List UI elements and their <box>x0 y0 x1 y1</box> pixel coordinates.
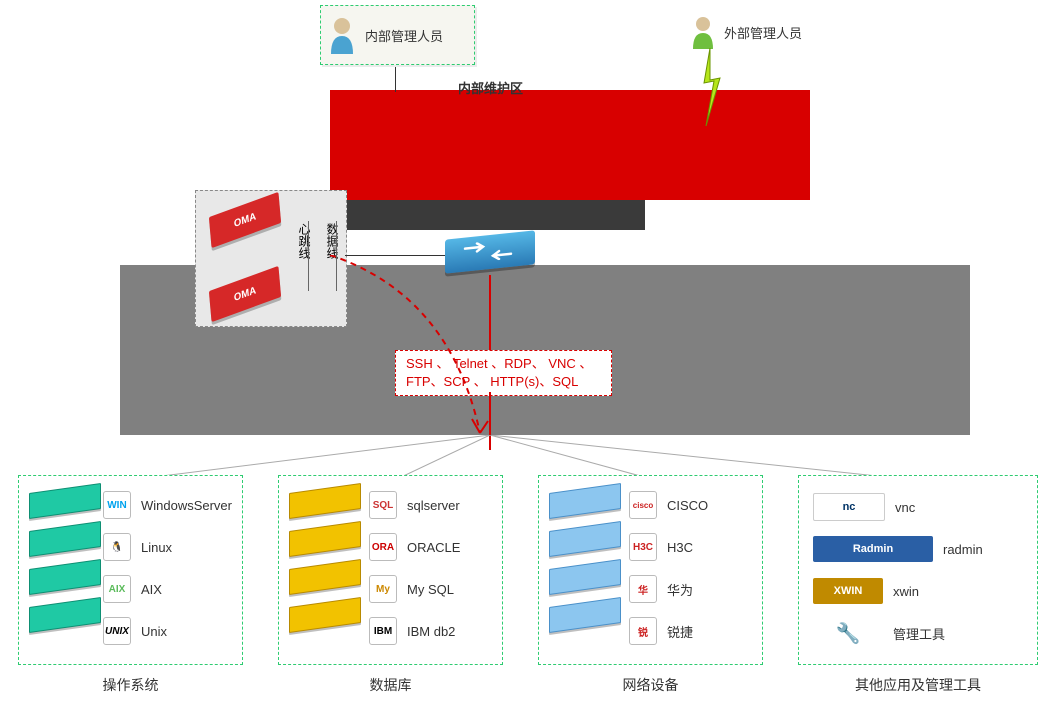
list-item: ncvnc <box>813 490 1023 524</box>
ruijie-icon: 锐 <box>629 617 657 645</box>
category-db-title: 数据库 <box>278 675 503 695</box>
heartbeat-label: 心跳线 <box>296 223 313 259</box>
oma-device-icon: OMA <box>209 192 281 248</box>
category-os: WINWindowsServer 🐧Linux AIXAIX UNIXUnix <box>18 475 243 665</box>
dark-strip <box>330 200 645 230</box>
unix-icon: UNIX <box>103 617 131 645</box>
category-apps-title: 其他应用及管理工具 <box>798 675 1038 695</box>
category-apps: ncvnc Radminradmin XWINxwin 🔧管理工具 <box>798 475 1038 665</box>
list-item: 🐧Linux <box>103 530 232 564</box>
mysql-icon: My <box>369 575 397 603</box>
list-item: Radminradmin <box>813 532 1023 566</box>
list-item: 锐锐捷 <box>629 614 752 648</box>
internal-zone-label: 内部维护区 <box>458 78 523 97</box>
db-list: SQLsqlserver ORAORACLE MyMy SQL IBMIBM d… <box>369 488 492 656</box>
list-item: ciscoCISCO <box>629 488 752 522</box>
list-item: IBMIBM db2 <box>369 614 492 648</box>
aix-icon: AIX <box>103 575 131 603</box>
linux-icon: 🐧 <box>103 533 131 561</box>
xwin-logo-icon: XWIN <box>813 578 883 604</box>
oracle-icon: ORA <box>369 533 397 561</box>
server-stack-icon <box>29 488 103 638</box>
external-admin: 外部管理人员 <box>690 15 802 49</box>
category-db: SQLsqlserver ORAORACLE MyMy SQL IBMIBM d… <box>278 475 503 665</box>
external-admin-label: 外部管理人员 <box>724 23 802 42</box>
db2-icon: IBM <box>369 617 397 645</box>
fanout-lines <box>0 435 1060 480</box>
cisco-icon: cisco <box>629 491 657 519</box>
apps-list: ncvnc Radminradmin XWINxwin 🔧管理工具 <box>813 490 1023 650</box>
internal-admin-card: 内部管理人员 <box>320 5 475 65</box>
list-item: ORAORACLE <box>369 530 492 564</box>
server-stack-icon <box>549 488 629 638</box>
person-icon <box>327 16 357 54</box>
internal-admin-label: 内部管理人员 <box>365 26 443 45</box>
lightning-icon <box>698 48 728 128</box>
list-item: SQLsqlserver <box>369 488 492 522</box>
red-marker: 5 <box>330 145 346 177</box>
list-item: WINWindowsServer <box>103 488 232 522</box>
v-line <box>308 221 309 291</box>
vnc-logo-icon: nc <box>813 493 885 521</box>
huawei-icon: 华 <box>629 575 657 603</box>
diagram-root: 内部管理人员 外部管理人员 内部维护区 5 OMA OMA 心跳线 数据线 SS… <box>0 0 1060 710</box>
list-item: 🔧管理工具 <box>813 616 1023 650</box>
h3c-icon: H3C <box>629 533 657 561</box>
list-item: 华华为 <box>629 572 752 606</box>
radmin-logo-icon: Radmin <box>813 536 933 562</box>
tool-logo-icon: 🔧 <box>813 620 883 646</box>
category-net: ciscoCISCO H3CH3C 华华为 锐锐捷 <box>538 475 763 665</box>
red-region <box>330 90 810 200</box>
dataline-label: 数据线 <box>324 223 341 259</box>
person-icon <box>690 15 716 49</box>
list-item: XWINxwin <box>813 574 1023 608</box>
windows-icon: WIN <box>103 491 131 519</box>
connector-line <box>395 67 396 92</box>
list-item: UNIXUnix <box>103 614 232 648</box>
sqlserver-icon: SQL <box>369 491 397 519</box>
list-item: MyMy SQL <box>369 572 492 606</box>
category-os-title: 操作系统 <box>18 675 243 695</box>
list-item: AIXAIX <box>103 572 232 606</box>
dashed-arrow <box>310 255 510 450</box>
category-net-title: 网络设备 <box>538 675 763 695</box>
os-list: WINWindowsServer 🐧Linux AIXAIX UNIXUnix <box>103 488 232 656</box>
server-stack-icon <box>289 488 369 638</box>
oma-device-icon: OMA <box>209 266 281 322</box>
list-item: H3CH3C <box>629 530 752 564</box>
net-list: ciscoCISCO H3CH3C 华华为 锐锐捷 <box>629 488 752 656</box>
